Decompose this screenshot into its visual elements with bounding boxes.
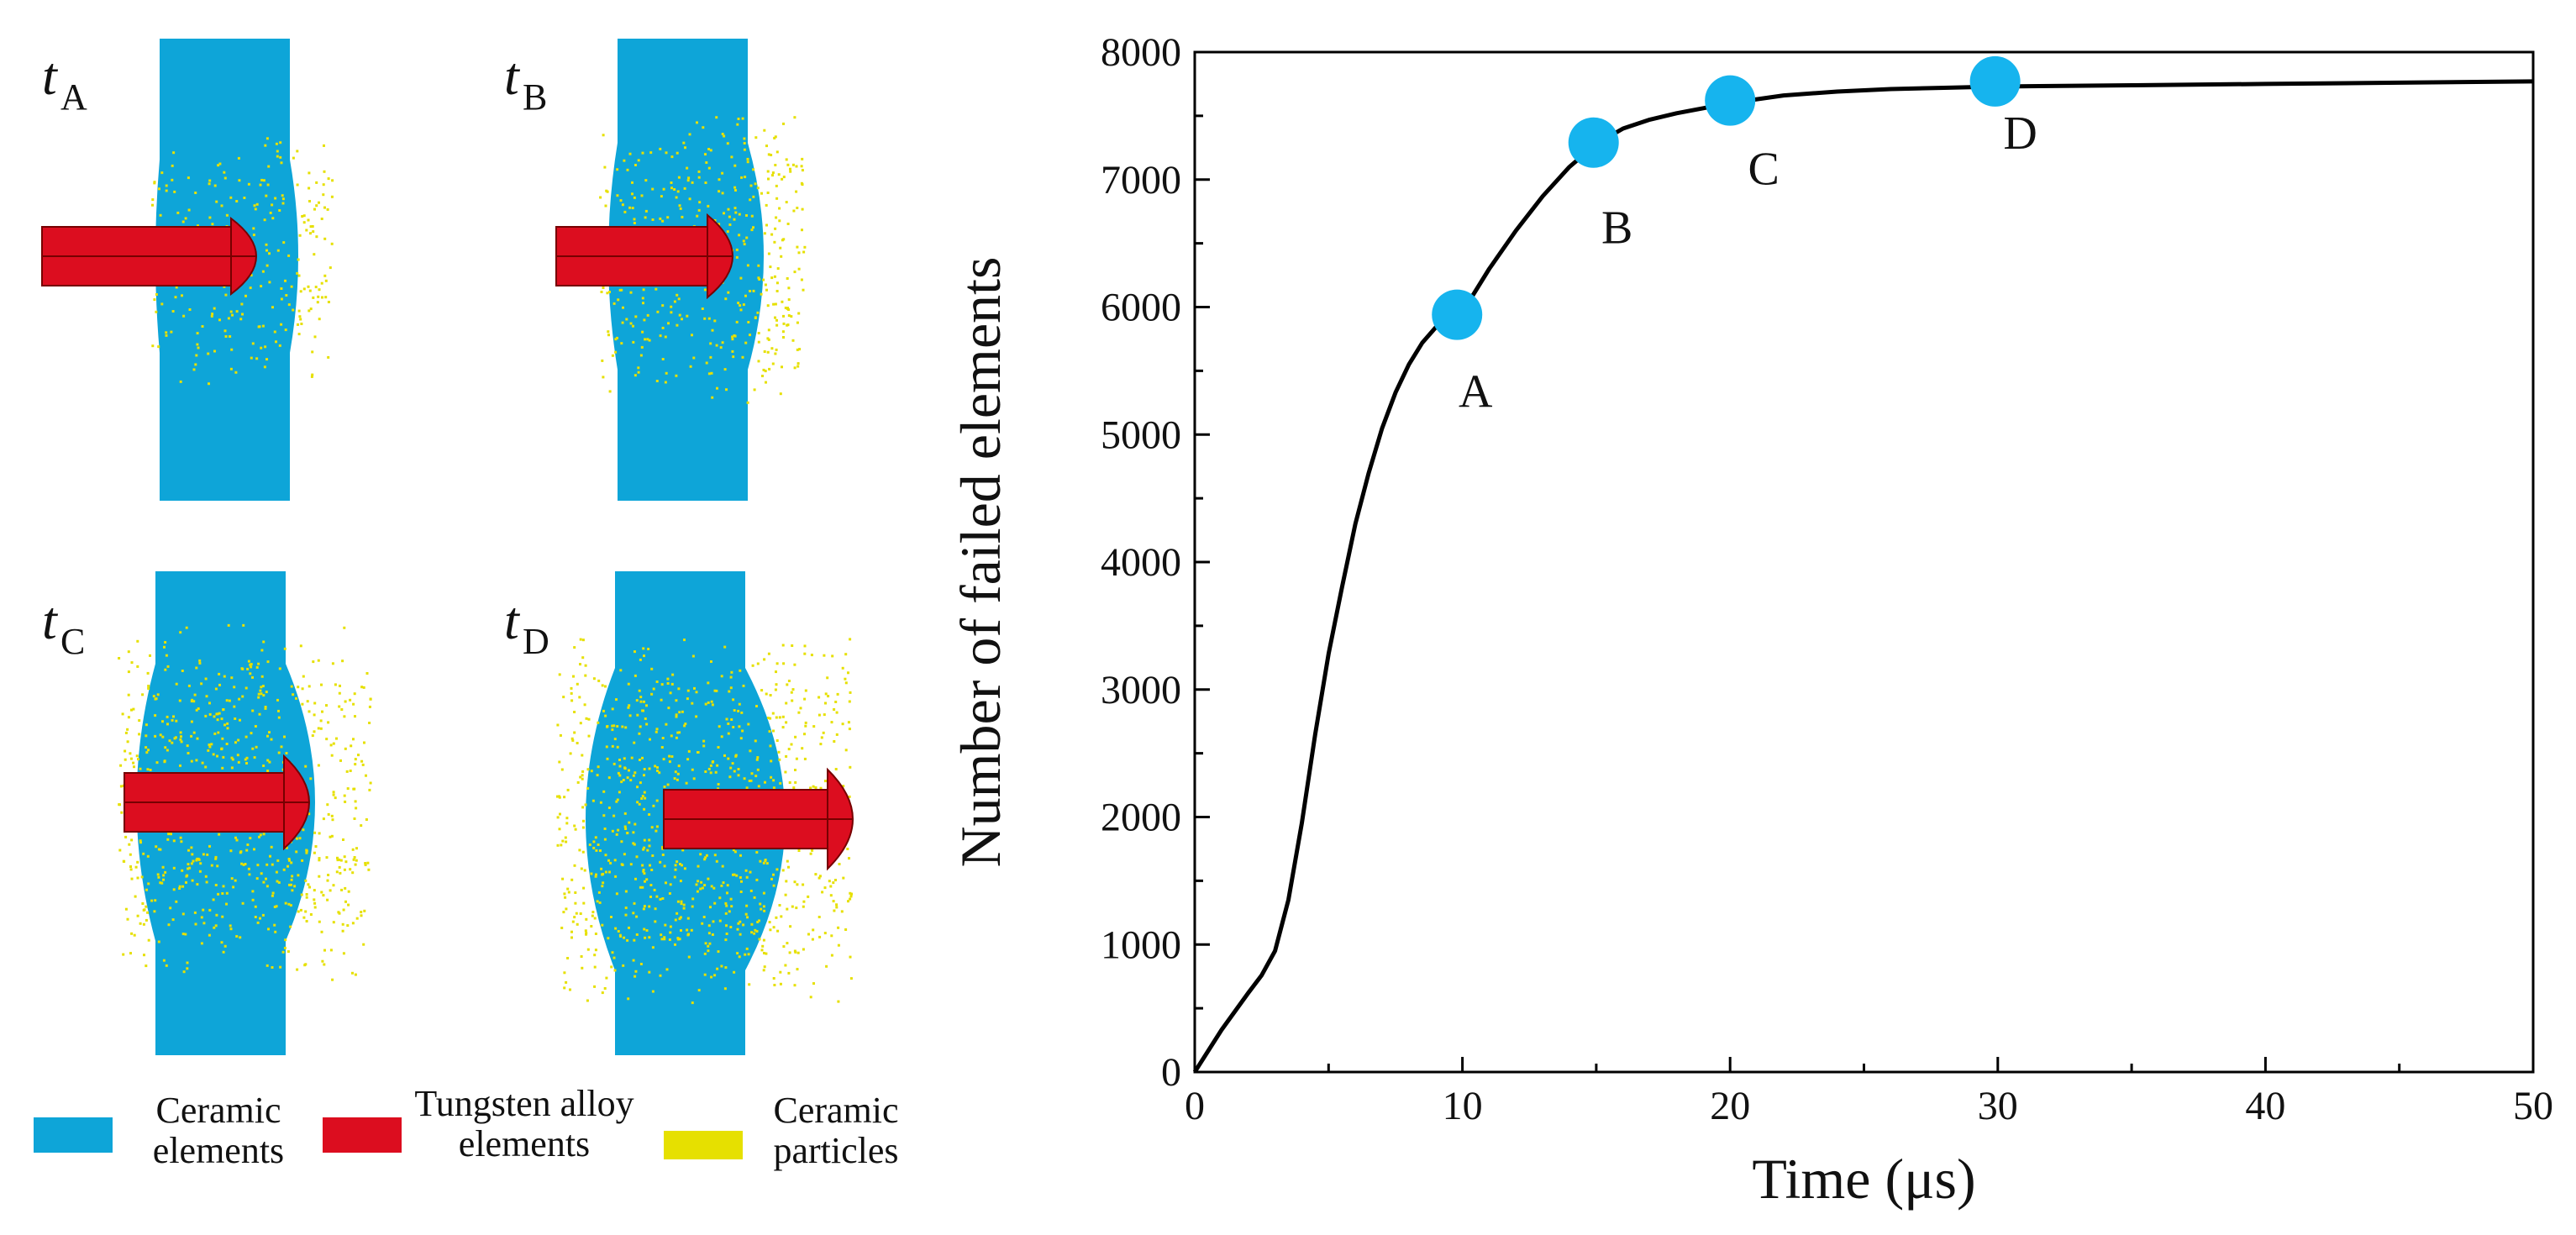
point-D <box>1969 55 2021 107</box>
legend-label-tungsten: Tungsten alloy elements <box>414 1083 634 1164</box>
x-tick-label-50: 50 <box>2513 1084 2553 1128</box>
x-tick-label-20: 20 <box>1710 1084 1750 1128</box>
series-line-failed-elements <box>1192 79 2534 1074</box>
point-label-B: B <box>1601 202 1632 255</box>
y-tick-label-8000: 8000 <box>1101 30 1181 75</box>
point-label-A: A <box>1459 366 1493 418</box>
x-tick-label-40: 40 <box>2245 1084 2285 1128</box>
panel-label-sub-B: B <box>523 76 547 118</box>
y-tick-label-3000: 3000 <box>1101 668 1181 712</box>
panel-label-sub-D: D <box>523 621 549 662</box>
tungsten-rod-A <box>41 216 257 297</box>
point-label-C: C <box>1748 144 1780 196</box>
tungsten-rod-B <box>555 213 733 300</box>
particles-D <box>556 638 853 1005</box>
y-tick-label-7000: 7000 <box>1101 158 1181 202</box>
panel-label-B: t <box>504 46 521 106</box>
tungsten-rod-C <box>124 754 310 851</box>
y-tick-label-0: 0 <box>1161 1050 1181 1095</box>
plot-frame <box>1193 50 2535 1074</box>
legend-swatch-tungsten <box>323 1117 402 1153</box>
point-label-D: D <box>2003 108 2037 160</box>
legend-swatch-ceramic <box>34 1117 113 1153</box>
y-tick-label-4000: 4000 <box>1101 540 1181 585</box>
x-tick-label-0: 0 <box>1185 1084 1205 1128</box>
panel-label-C: t <box>42 591 59 650</box>
point-A <box>1432 289 1483 340</box>
x-axis-label: Time (μs) <box>1752 1147 1975 1211</box>
x-tick-label-10: 10 <box>1443 1084 1483 1128</box>
panel-label-sub-C: C <box>60 621 85 662</box>
x-tick-label-30: 30 <box>1978 1084 2018 1128</box>
point-C <box>1705 75 1756 126</box>
tungsten-rod-D <box>663 767 854 871</box>
y-tick-label-2000: 2000 <box>1101 796 1181 840</box>
point-B <box>1568 117 1619 168</box>
y-tick-label-5000: 5000 <box>1101 413 1181 457</box>
legend-label-particles: Ceramic particles <box>773 1090 899 1171</box>
legend-label-ceramic: Ceramic elements <box>152 1090 285 1171</box>
y-axis-label: Number of failed elements <box>949 257 1012 868</box>
y-tick-label-6000: 6000 <box>1101 286 1181 330</box>
panel-label-sub-A: A <box>60 76 87 118</box>
panel-label-A: t <box>42 46 59 106</box>
panel-label-D: t <box>504 591 521 650</box>
legend-swatch-particles <box>664 1131 743 1159</box>
y-tick-label-1000: 1000 <box>1101 922 1181 967</box>
